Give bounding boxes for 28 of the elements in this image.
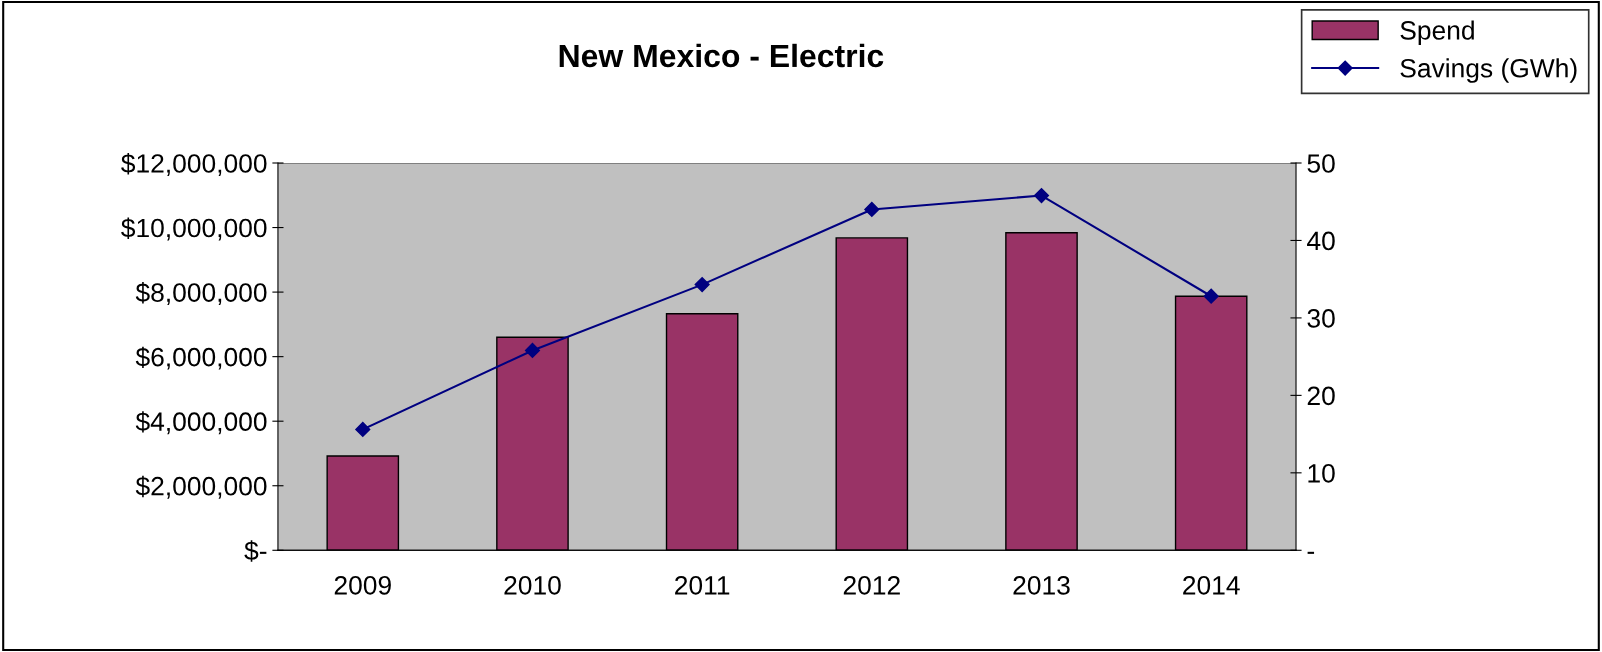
point <box>355 421 371 438</box>
y2-tick-label: 50 <box>1307 154 1335 173</box>
y-tick-label: $2,000,000 <box>135 475 267 499</box>
point <box>864 201 880 218</box>
point <box>1203 288 1219 304</box>
point <box>524 342 541 359</box>
x-tick-label: 2011 <box>675 575 730 595</box>
x-tick-label: 2012 <box>843 575 900 595</box>
legend-label: Savings (GWh) <box>1400 58 1577 83</box>
x-tick-label: 2014 <box>1183 575 1240 595</box>
point <box>1033 187 1050 204</box>
y2-tick-label: - <box>1307 551 1315 554</box>
y-tick-label: $- <box>244 540 267 562</box>
x-tick-label: 2010 <box>504 575 561 595</box>
x-tick-label: 2013 <box>1013 575 1070 595</box>
y-tick-label: $6,000,000 <box>135 346 267 370</box>
y2-tick-label: 40 <box>1307 231 1335 251</box>
y-tick-label: $10,000,000 <box>121 217 267 241</box>
y-tick-label: $8,000,000 <box>135 282 267 306</box>
chart-title: New Mexico - Electric <box>559 43 884 68</box>
y2-tick-label: 30 <box>1307 309 1335 328</box>
y-tick-label: $12,000,000 <box>121 153 267 176</box>
y-tick-label: $4,000,000 <box>135 411 267 435</box>
y2-tick-label: 20 <box>1307 386 1335 406</box>
x-tick-label: 2009 <box>334 575 391 595</box>
point <box>694 277 710 293</box>
legend-label: Spend <box>1400 20 1474 45</box>
y2-tick-label: 10 <box>1308 463 1335 483</box>
